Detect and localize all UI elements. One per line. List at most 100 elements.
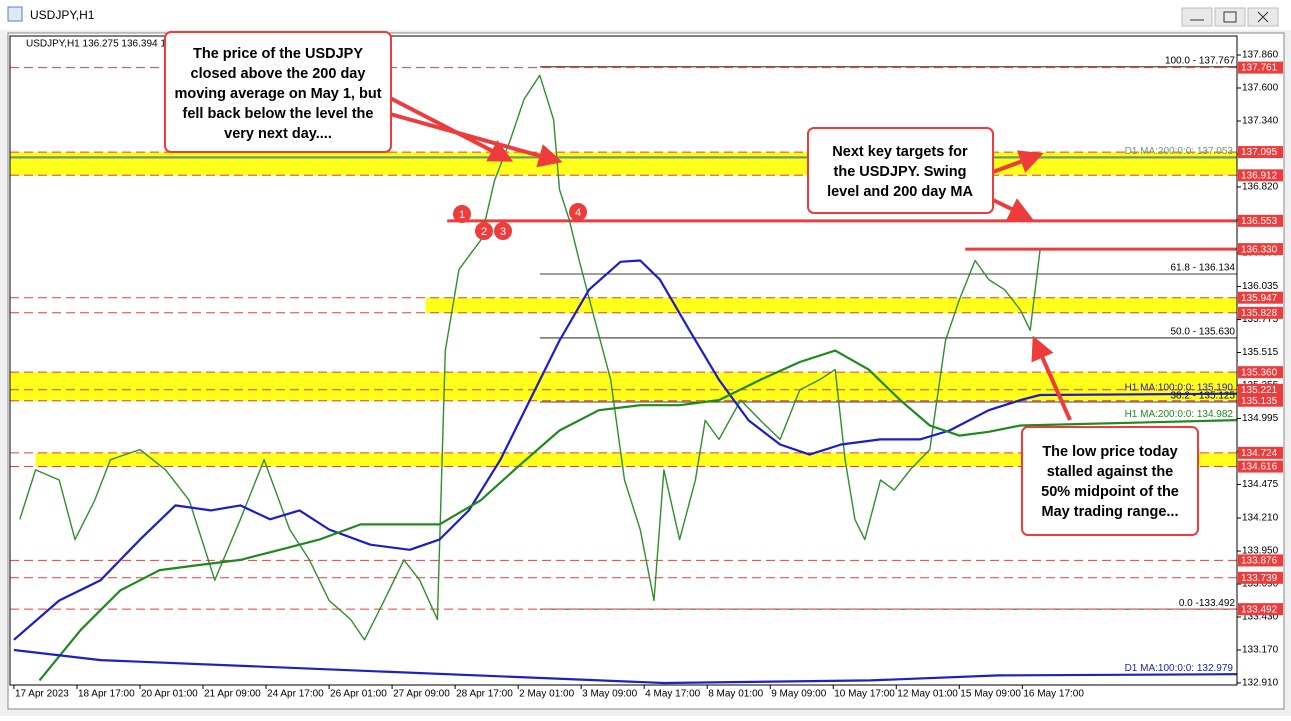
x-tick-label: 20 Apr 01:00 xyxy=(141,689,198,700)
price-label-box xyxy=(1238,383,1283,396)
price-label: 135.135 xyxy=(1241,396,1278,407)
series-line xyxy=(38,349,1238,682)
restore-icon xyxy=(1223,11,1237,23)
price-label: 135.947 xyxy=(1241,293,1278,304)
series-line xyxy=(13,648,1238,685)
window-icon xyxy=(7,6,23,22)
callout-text: moving average on May 1, but xyxy=(174,86,381,102)
price-label: 133.739 xyxy=(1241,573,1278,584)
callout-text: May trading range... xyxy=(1042,504,1179,520)
support-zone xyxy=(10,152,1237,176)
series-label: H1 MA:200:0:0: 134.982 xyxy=(1125,409,1234,420)
series-label: D1 MA:200:0:0: 137.053 xyxy=(1125,146,1234,157)
price-label: 137.095 xyxy=(1241,147,1278,158)
marker-circle xyxy=(569,203,587,221)
marker-label: 3 xyxy=(500,226,506,238)
x-tick-label: 4 May 17:00 xyxy=(645,689,700,700)
x-tick-label: 21 Apr 09:00 xyxy=(204,689,261,700)
x-tick-label: 9 May 09:00 xyxy=(771,689,826,700)
x-tick-label: 17 Apr 2023 xyxy=(15,689,69,700)
price-label-box xyxy=(1238,603,1283,616)
x-tick-label: 10 May 17:00 xyxy=(834,689,895,700)
price-label: 137.761 xyxy=(1241,63,1278,74)
x-tick-label: 3 May 09:00 xyxy=(582,689,637,700)
marker-circle xyxy=(453,205,471,223)
series-label: H1 MA:100:0:0: 135.190 xyxy=(1125,382,1234,393)
marker-label: 2 xyxy=(481,226,487,238)
price-label-box xyxy=(1238,394,1283,407)
price-label-box xyxy=(1238,446,1283,459)
restore-button[interactable] xyxy=(1214,7,1246,27)
y-tick-label: 135.515 xyxy=(1242,347,1279,358)
y-tick-label: 136.035 xyxy=(1242,281,1279,292)
title-bar xyxy=(0,0,1291,30)
price-label-box xyxy=(1238,169,1283,182)
marker-label: 4 xyxy=(575,207,581,219)
price-label: 134.724 xyxy=(1241,448,1278,459)
callout-text: stalled against the xyxy=(1047,464,1174,480)
close-icon xyxy=(1257,11,1269,23)
y-tick-label: 136.820 xyxy=(1242,182,1279,193)
price-label: 133.876 xyxy=(1241,556,1278,567)
price-label-box xyxy=(1238,306,1283,319)
support-zone xyxy=(35,452,1238,467)
y-tick-label: 133.170 xyxy=(1242,645,1279,656)
y-tick-label: 134.995 xyxy=(1242,413,1279,424)
price-label-box xyxy=(1238,366,1283,379)
callout-box xyxy=(1021,426,1199,536)
fib-label: 61.8 - 136.134 xyxy=(1171,263,1236,274)
callout-text: closed above the 200 day xyxy=(191,66,366,82)
marker-circle xyxy=(494,222,512,240)
callout-text: 50% midpoint of the xyxy=(1041,484,1179,500)
price-label-box xyxy=(1238,61,1283,74)
price-label-box xyxy=(1238,460,1283,473)
y-tick-label: 134.210 xyxy=(1242,513,1279,524)
price-label: 136.330 xyxy=(1241,244,1278,255)
x-tick-label: 15 May 09:00 xyxy=(960,689,1021,700)
y-tick-label: 133.690 xyxy=(1242,579,1279,590)
price-label: 133.492 xyxy=(1241,604,1278,615)
callout-box xyxy=(807,127,994,214)
price-label: 134.616 xyxy=(1241,462,1278,473)
callout-text: level and 200 day MA xyxy=(827,184,973,200)
arrow xyxy=(992,150,1044,174)
price-label: 135.828 xyxy=(1241,308,1278,319)
annotations: 1 2 3 4 The price of the USDJPY closed ab… xyxy=(164,31,1199,536)
x-tick-label: 27 Apr 09:00 xyxy=(393,689,450,700)
x-tick-label: 12 May 01:00 xyxy=(897,689,958,700)
marker-label: 1 xyxy=(459,209,465,221)
x-tick-label: 8 May 01:00 xyxy=(708,689,763,700)
callout-text: the USDJPY. Swing xyxy=(834,164,967,180)
marker-circle xyxy=(475,222,493,240)
y-tick-label: 137.600 xyxy=(1242,83,1279,94)
price-label-box xyxy=(1238,554,1283,567)
arrow xyxy=(389,96,514,162)
window-title: USDJPY,H1 xyxy=(30,8,95,22)
y-tick-label: 132.910 xyxy=(1242,678,1279,689)
callout-text: Next key targets for xyxy=(832,144,968,160)
minimize-button[interactable] xyxy=(1181,7,1213,27)
y-tick-label: 137.340 xyxy=(1242,116,1279,127)
price-label-box xyxy=(1238,291,1283,304)
series-line xyxy=(19,74,1041,641)
price-label-box xyxy=(1238,243,1283,256)
series-label: D1 MA:100:0:0: 132.979 xyxy=(1125,663,1234,674)
chart-header: USDJPY,H1 136.275 136.394 1 xyxy=(26,39,166,50)
arrow xyxy=(389,112,563,168)
price-label: 135.221 xyxy=(1241,385,1278,396)
series-line xyxy=(13,259,1238,641)
y-tick-label: 133.950 xyxy=(1242,546,1279,557)
y-tick-label: 133.430 xyxy=(1242,612,1279,623)
x-tick-label: 2 May 01:00 xyxy=(519,689,574,700)
callout-text: The price of the USDJPY xyxy=(193,46,363,62)
fib-label: 0.0 -133.492 xyxy=(1179,598,1236,609)
price-label: 136.912 xyxy=(1241,170,1278,181)
price-label-box xyxy=(1238,571,1283,584)
x-tick-label: 28 Apr 17:00 xyxy=(456,689,513,700)
support-zone xyxy=(425,297,1237,313)
plot-frame xyxy=(9,35,1238,686)
x-tick-label: 26 Apr 01:00 xyxy=(330,689,387,700)
callout-box xyxy=(164,31,392,153)
price-label-box xyxy=(1238,146,1283,159)
arrow xyxy=(992,198,1034,220)
